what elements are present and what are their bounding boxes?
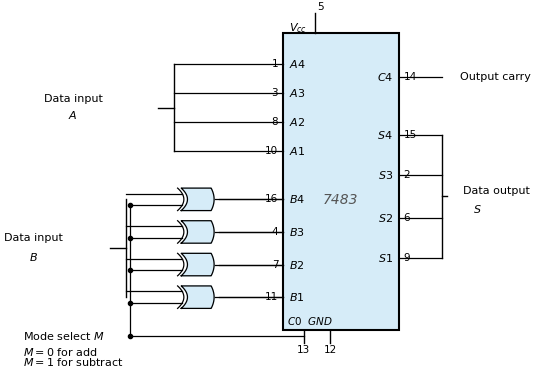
FancyBboxPatch shape: [283, 33, 399, 330]
Text: $A4$: $A4$: [289, 58, 306, 70]
Polygon shape: [181, 253, 214, 276]
Text: $S4$: $S4$: [377, 129, 393, 141]
Text: 6: 6: [404, 213, 410, 223]
Text: $S$: $S$: [473, 203, 482, 215]
Text: $M = 1$ for subtract: $M = 1$ for subtract: [23, 356, 124, 369]
Text: 2: 2: [404, 170, 410, 180]
Text: 1: 1: [272, 59, 278, 69]
Text: 11: 11: [265, 292, 278, 302]
Text: Data input: Data input: [43, 94, 103, 104]
Text: 16: 16: [265, 194, 278, 204]
Text: $S3$: $S3$: [378, 169, 393, 181]
Text: 8: 8: [272, 117, 278, 127]
Text: 7: 7: [272, 260, 278, 270]
Polygon shape: [181, 188, 214, 211]
Polygon shape: [181, 286, 214, 308]
Text: $A1$: $A1$: [289, 145, 305, 157]
Text: $B2$: $B2$: [289, 259, 305, 270]
Text: 7483: 7483: [323, 193, 358, 207]
Text: $S1$: $S1$: [378, 252, 393, 264]
Text: 9: 9: [404, 253, 410, 263]
Text: 3: 3: [272, 88, 278, 98]
Text: $B1$: $B1$: [289, 291, 305, 303]
Text: 5: 5: [317, 2, 324, 13]
Text: $S2$: $S2$: [378, 212, 393, 224]
Text: Mode select $M$: Mode select $M$: [23, 330, 104, 342]
Text: $B3$: $B3$: [289, 226, 305, 238]
Text: $A3$: $A3$: [289, 87, 305, 99]
Text: $V_{cc}$: $V_{cc}$: [289, 21, 307, 35]
Text: 13: 13: [297, 345, 310, 355]
Text: Data output: Data output: [463, 186, 530, 196]
Text: 12: 12: [323, 345, 337, 355]
Text: $A2$: $A2$: [289, 116, 305, 128]
Text: $B$: $B$: [29, 251, 38, 263]
Text: $C0$  $GND$: $C0$ $GND$: [287, 316, 333, 327]
Text: $B4$: $B4$: [289, 194, 305, 205]
Polygon shape: [181, 221, 214, 243]
Text: 14: 14: [404, 72, 417, 82]
Text: 10: 10: [265, 146, 278, 156]
Text: Data input: Data input: [4, 233, 63, 243]
Text: Output carry: Output carry: [460, 72, 531, 82]
Text: 4: 4: [272, 227, 278, 237]
Text: $A$: $A$: [68, 109, 78, 121]
Text: $M = 0$ for add: $M = 0$ for add: [23, 346, 97, 358]
Text: 15: 15: [404, 130, 417, 140]
Text: $C4$: $C4$: [377, 71, 393, 83]
